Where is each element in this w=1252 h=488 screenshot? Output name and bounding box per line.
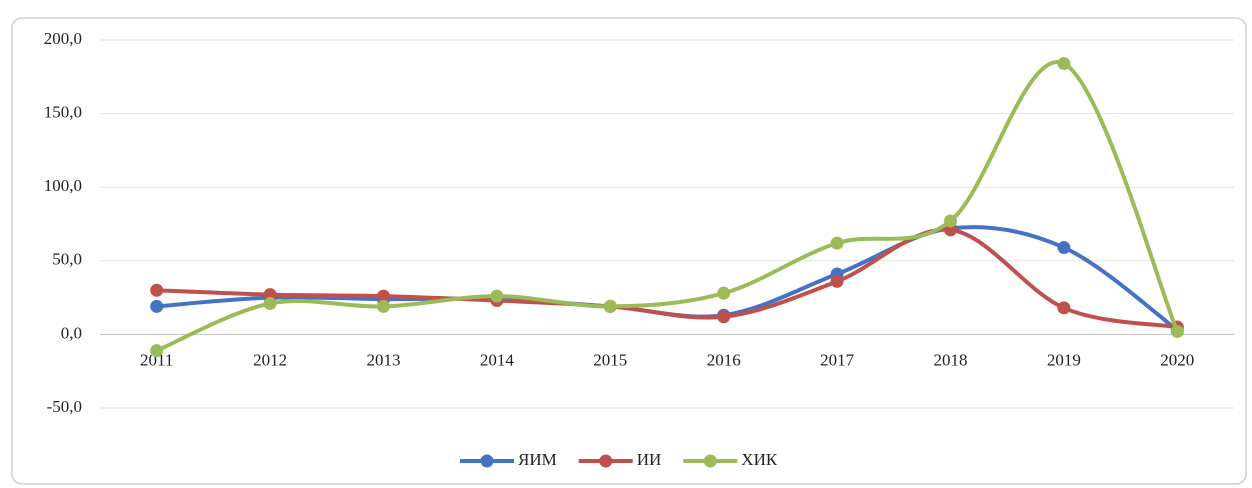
x-tick-label: 2011	[140, 350, 173, 369]
y-tick-label: 200,0	[44, 29, 82, 48]
legend-label: ХИК	[741, 450, 778, 469]
point	[377, 289, 390, 303]
point	[830, 236, 844, 250]
x-tick-label: 2019	[1047, 350, 1081, 369]
point	[1057, 301, 1071, 315]
point	[603, 299, 617, 313]
legend-label: ЯИМ	[518, 450, 557, 469]
x-tick-label: 2013	[367, 350, 401, 369]
point	[150, 299, 164, 313]
x-tick-label: 2012	[253, 350, 287, 369]
y-tick-label: 150,0	[44, 103, 82, 122]
point	[717, 286, 731, 300]
legend-label: ИИ	[637, 450, 662, 469]
chart-frame	[11, 17, 1247, 485]
point	[830, 274, 844, 288]
point	[1170, 324, 1184, 338]
legend-marker	[480, 454, 494, 468]
y-tick-label: -50,0	[47, 397, 82, 416]
point	[717, 310, 731, 324]
point	[150, 344, 164, 358]
legend-marker	[599, 454, 613, 468]
point	[1057, 241, 1071, 255]
y-tick-label: 100,0	[44, 176, 82, 195]
x-tick-label: 2020	[1160, 350, 1194, 369]
point	[263, 296, 277, 310]
x-tick-label: 2016	[707, 350, 741, 369]
point	[377, 299, 390, 313]
point	[1057, 57, 1071, 71]
legend-marker	[703, 454, 717, 468]
x-tick-label: 2017	[820, 350, 855, 369]
x-tick-label: 2014	[480, 350, 515, 369]
point	[490, 289, 504, 303]
series-line	[156, 227, 1178, 330]
x-tick-label: 2018	[934, 350, 968, 369]
y-tick-label: 0,0	[61, 323, 82, 342]
y-tick-label: 50,0	[52, 250, 82, 269]
x-tick-label: 2015	[593, 350, 627, 369]
point	[150, 283, 164, 297]
point	[944, 214, 957, 228]
